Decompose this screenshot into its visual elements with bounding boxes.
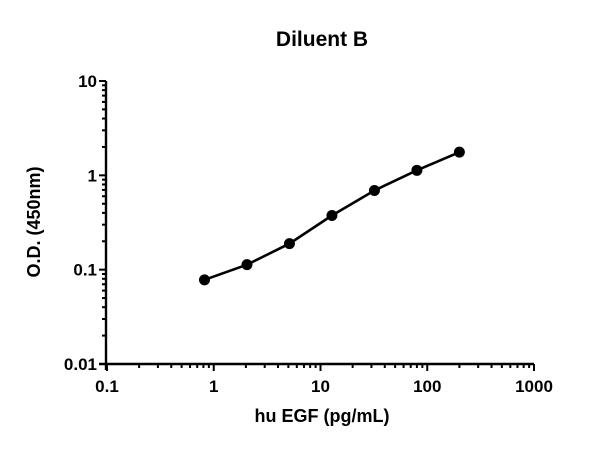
x-tick-label: 1 [209, 377, 218, 396]
x-tick-label: 100 [413, 377, 441, 396]
data-point-marker [326, 210, 338, 222]
data-point-marker [241, 259, 253, 271]
x-tick-label: 10 [311, 377, 330, 396]
chart-title: Diluent B [276, 28, 368, 51]
data-point-marker [199, 274, 211, 286]
data-point-marker [411, 164, 423, 176]
y-tick-label: 10 [78, 72, 97, 91]
x-axis-label: hu EGF (pg/mL) [255, 406, 390, 426]
data-point-marker [283, 238, 295, 250]
y-tick-label: 0.01 [64, 355, 97, 374]
x-tick-label: 0.1 [95, 377, 119, 396]
y-tick-label: 0.1 [73, 261, 97, 280]
y-axis-label: O.D. (450nm) [24, 166, 44, 277]
data-series [199, 146, 465, 286]
data-point-marker [368, 185, 380, 197]
axes: 0.01 0.1 1 10 0.1 1 10 100 1000 [64, 72, 553, 396]
x-tick-label: 1000 [515, 377, 553, 396]
y-tick-label: 1 [88, 166, 97, 185]
data-point-marker [453, 146, 465, 158]
